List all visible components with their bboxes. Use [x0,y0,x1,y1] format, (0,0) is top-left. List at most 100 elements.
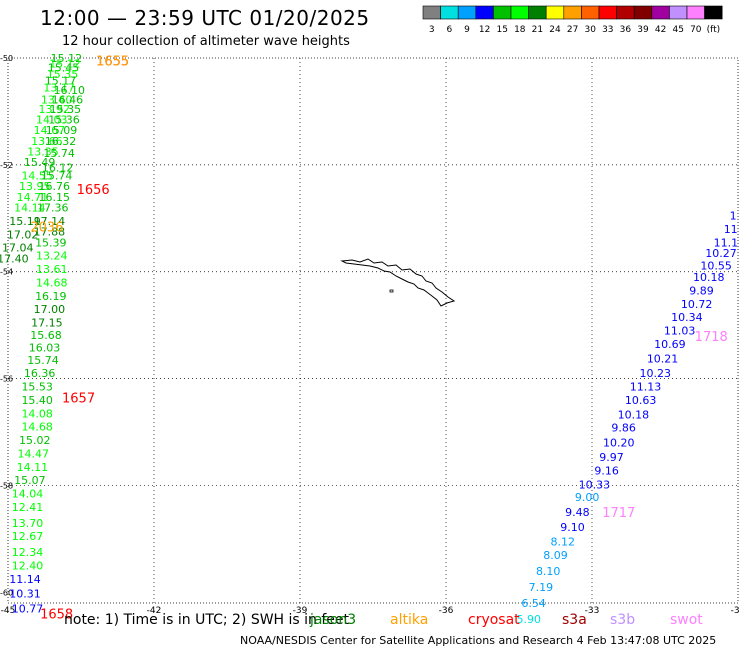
legend-label: 33 [602,25,613,35]
time-mark-label: 2036 [30,220,63,235]
legend-label: (ft) [707,25,721,35]
swh-value-label: 15.09 [46,124,78,137]
swh-value-label: 10.55 [700,259,732,272]
swh-value-label: 7.19 [529,581,554,594]
lon-tick-label: -30 [731,606,740,616]
time-mark-label: 1655 [96,55,129,70]
swh-value-label: 15.07 [14,474,46,487]
swh-value-label: 10.23 [640,367,672,380]
lon-tick-label: -45 [1,606,16,616]
swh-value-label: 14.11 [17,461,49,474]
swh-value-label: 10.18 [693,271,725,284]
time-mark-label: 1718 [695,330,728,345]
legend-label: 15 [496,25,507,35]
lat-tick-label: -58 [0,481,13,490]
swh-value-label: 10.33 [579,478,611,491]
swh-value-label: 14.03 [36,113,68,126]
swh-value-label: 8.12 [551,536,576,549]
swh-value-label: 11.14 [9,573,41,586]
swh-value-label: 14.47 [18,447,50,460]
legend-label: 30 [584,25,596,35]
island-coastline [340,258,456,307]
swh-value-label: 16.36 [24,367,56,380]
mission-jason3: jason3 [310,612,357,628]
swh-value-label: 10.63 [625,394,657,407]
map-grid [8,58,738,603]
swh-value-label: 11.03 [664,325,696,338]
swh-value-label: 16.15 [38,191,70,204]
swh-value-label: 17.14 [34,215,66,228]
time-mark-label: 1656 [77,183,110,198]
swh-value-label: 12.67 [12,530,44,543]
swh-value-label: 15.35 [50,103,82,116]
swh-value-label: 9.48 [565,506,590,519]
swh-value-label: 15.40 [21,394,53,407]
swh-value-label: 11.13 [630,381,662,394]
footer-credit: NOAA/NESDIS Center for Satellite Applica… [240,634,717,647]
time-mark-label: 1717 [602,506,635,521]
swh-value-label: 15.74 [43,147,75,160]
legend-label: 70 [690,25,702,35]
lat-tick-label: -54 [0,268,13,277]
swh-value-label: 17.04 [2,242,34,255]
color-legend: 3 6 9 12 15 18 21 24 27 30 33 36 39 42 45 70 (ft) [422,5,723,35]
swh-value-label: 16.32 [45,135,77,148]
page-title: 12:00 — 23:59 UTC 01/20/2025 [40,6,370,30]
mission-swot: swot [670,612,703,628]
mission-s3b: s3b [610,612,636,628]
legend-label: 21 [532,25,543,35]
footer-note: note: 1) Time is in UTC; 2) SWH is in fe… [64,612,350,628]
swh-value-label: 13.66 [31,135,63,148]
swh-value-label: 10.20 [603,437,635,450]
swh-value-label: 15.02 [19,434,51,447]
swh-value-label: 13.92 [38,103,70,116]
mission-s3a: s3a [562,612,587,628]
swh-value-label: 15.39 [35,236,67,249]
mission-cryosat: cryosat [468,612,520,628]
swh-value-label: 10.69 [654,338,686,351]
legend-label: 6 [447,25,453,35]
legend-label: 3 [429,25,435,35]
swh-value-label: 17.02 [7,228,39,241]
swh-value-label: 10.27 [705,247,737,260]
swh-value-label: 13.35 [27,146,59,159]
lat-tick-label: -50 [0,54,13,63]
swh-value-label: 17.40 [0,252,29,265]
swh-value-label: 14.14 [14,202,46,215]
swh-value-label: 6.54 [521,597,546,610]
swh-value-label: 12.34 [12,546,44,559]
swh-value-label: 14.68 [36,276,68,289]
legend-label: 45 [672,25,683,35]
swh-value-label: 15.68 [30,329,62,342]
legend-label: 24 [549,25,561,35]
swh-value-label: 15.19 [9,215,41,228]
swh-value-label: 9.86 [611,422,636,435]
swh-value-label: 9.89 [689,284,714,297]
swh-value-label: 12.41 [12,501,44,514]
swh-value-label: 16.19 [35,290,67,303]
legend-swatch [704,5,723,20]
swh-value-label: 10.72 [681,298,713,311]
swh-value-label: 17.36 [37,202,69,215]
legend-label: 12 [479,25,490,35]
lon-tick-label: -33 [585,606,600,616]
swh-value-label: 9.00 [575,491,600,504]
swh-value-label: 17.15 [31,316,63,329]
lon-tick-label: -42 [147,606,162,616]
swh-value-label: 10.77 [12,602,44,615]
swh-value-label: 15.45 [48,62,80,75]
swh-value-label: 15.36 [48,113,80,126]
swh-value-label: 16.46 [52,94,84,107]
swh-value-label: 11.1 [714,236,739,249]
swh-value-label: 15.12 [49,57,81,70]
swh-value-label: 14.68 [21,421,53,434]
swh-value-label: 14.71 [17,191,49,204]
swh-value-label: 17.00 [34,303,66,316]
swh-value-label: 10.18 [618,408,650,421]
legend-label: 27 [567,25,578,35]
swh-value-label: 15.49 [24,156,56,169]
swh-value-label: 14.08 [21,407,53,420]
swh-value-label: 15.74 [41,170,73,183]
swh-value-label: 12.40 [12,560,44,573]
